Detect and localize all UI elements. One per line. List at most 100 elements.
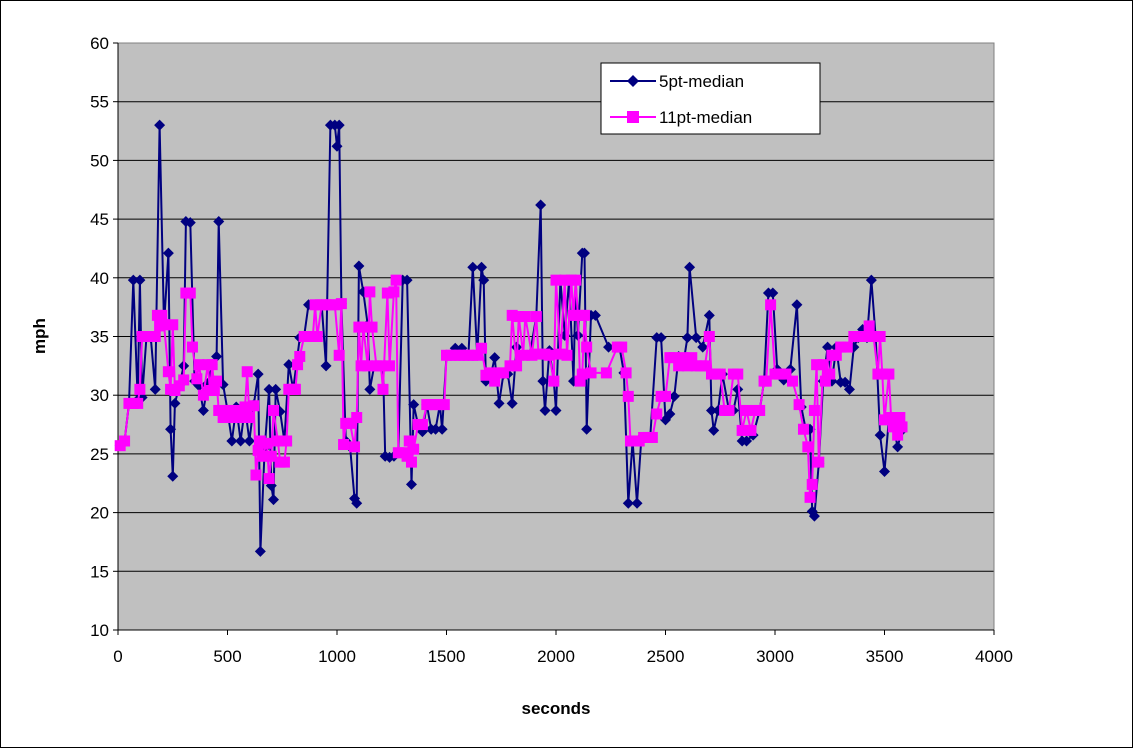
data-point xyxy=(294,350,306,362)
data-point xyxy=(338,439,350,451)
data-point xyxy=(570,274,582,286)
data-point xyxy=(254,435,266,447)
y-tick-label: 50 xyxy=(90,151,109,170)
y-tick-label: 20 xyxy=(90,504,109,523)
data-point xyxy=(859,331,871,342)
data-point xyxy=(883,368,895,380)
data-point xyxy=(863,320,875,332)
data-point xyxy=(355,360,367,372)
data-point xyxy=(489,375,501,387)
data-point xyxy=(780,368,792,380)
data-point xyxy=(267,494,279,506)
data-point xyxy=(257,450,269,462)
data-point xyxy=(408,443,420,455)
data-point xyxy=(162,247,174,259)
data-point xyxy=(149,383,161,395)
data-point xyxy=(362,360,374,372)
data-point xyxy=(353,260,365,272)
data-point xyxy=(184,287,196,299)
x-tick-label: 0 xyxy=(113,647,122,666)
data-point xyxy=(745,424,757,436)
data-point xyxy=(732,368,744,380)
data-point xyxy=(235,412,247,424)
data-point xyxy=(830,349,842,361)
data-point xyxy=(489,352,501,364)
data-point xyxy=(206,359,218,371)
data-point xyxy=(697,341,709,353)
data-point xyxy=(874,331,886,342)
data-point xyxy=(622,497,634,509)
data-point xyxy=(208,385,220,397)
y-tick-label: 35 xyxy=(90,328,109,347)
data-point xyxy=(377,383,389,395)
data-point xyxy=(381,287,393,299)
data-point xyxy=(127,274,139,286)
data-point xyxy=(217,412,229,424)
data-point xyxy=(333,349,345,361)
data-point xyxy=(213,215,225,227)
x-tick-label: 500 xyxy=(213,647,241,666)
data-point xyxy=(690,332,702,344)
data-point xyxy=(767,287,779,299)
data-point xyxy=(655,332,667,344)
data-point xyxy=(559,274,571,286)
data-point xyxy=(513,311,525,323)
data-point xyxy=(162,366,174,378)
y-tick-label: 60 xyxy=(90,34,109,53)
data-point xyxy=(732,383,744,395)
data-point xyxy=(329,299,341,311)
data-point xyxy=(436,423,448,435)
data-point xyxy=(664,408,676,420)
data-point xyxy=(797,423,809,435)
data-point xyxy=(506,309,518,321)
data-point xyxy=(631,497,643,509)
data-point xyxy=(808,510,820,522)
data-point xyxy=(283,359,295,371)
data-point xyxy=(243,435,255,447)
data-point xyxy=(250,469,262,481)
data-point xyxy=(581,423,593,435)
data-point xyxy=(263,383,275,395)
x-tick-label: 2000 xyxy=(537,647,575,666)
data-point xyxy=(843,383,855,395)
data-point xyxy=(686,352,698,364)
data-point xyxy=(572,309,584,321)
x-tick-label: 2500 xyxy=(647,647,685,666)
x-tick-label: 3000 xyxy=(756,647,794,666)
data-point xyxy=(309,299,321,311)
data-point xyxy=(811,359,823,371)
data-point xyxy=(241,366,253,378)
data-point xyxy=(405,456,417,468)
data-point xyxy=(193,359,205,371)
data-point xyxy=(705,404,717,416)
data-point xyxy=(892,429,904,441)
data-point xyxy=(535,199,547,211)
data-point xyxy=(248,400,260,412)
data-point xyxy=(184,217,196,229)
data-point xyxy=(896,421,908,433)
y-tick-label: 55 xyxy=(90,93,109,112)
data-point xyxy=(292,359,304,371)
data-point xyxy=(364,286,376,298)
data-point xyxy=(230,404,242,416)
data-point xyxy=(760,375,772,387)
data-point xyxy=(806,478,818,490)
data-point xyxy=(497,367,509,379)
data-point xyxy=(787,375,799,387)
data-point xyxy=(197,389,209,401)
data-point xyxy=(802,441,814,453)
data-point xyxy=(651,408,663,420)
data-point xyxy=(841,341,853,353)
data-point xyxy=(703,331,715,342)
data-point xyxy=(281,435,293,447)
data-point xyxy=(585,367,597,379)
data-point xyxy=(603,341,615,353)
data-point xyxy=(550,274,562,286)
x-tick-label: 4000 xyxy=(975,647,1013,666)
data-point xyxy=(119,435,131,447)
data-point xyxy=(530,311,542,323)
data-point xyxy=(416,419,428,431)
data-point xyxy=(684,261,696,273)
data-point xyxy=(793,399,805,411)
